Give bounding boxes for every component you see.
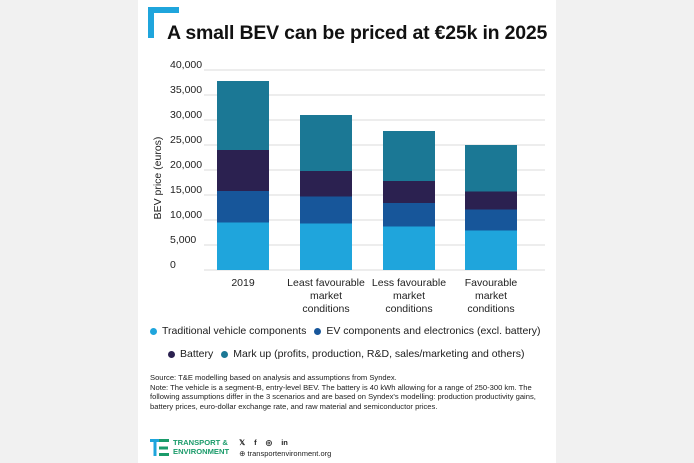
bar-segment xyxy=(465,209,517,231)
bar-chart: 0 5,000 10,000 15,000 20,000 25,000 30,000 35,0… xyxy=(152,59,545,315)
legend-row-2: Battery Mark up (profits, production, R&… xyxy=(168,348,532,360)
x-tick-label: 2019 xyxy=(231,277,255,289)
bar-segment xyxy=(383,131,435,181)
bar-segment xyxy=(465,191,517,210)
logo-line-2: ENVIRONMENT xyxy=(173,447,230,456)
linkedin-icon[interactable]: in xyxy=(281,438,288,447)
chart-title: A small BEV can be priced at €25k in 202… xyxy=(167,22,548,44)
infographic-card: A small BEV can be priced at €25k in 202… xyxy=(138,0,556,463)
logo-line-1: TRANSPORT & xyxy=(173,438,228,448)
x-tick-label: Favourable xyxy=(465,277,518,289)
bar-segment xyxy=(217,150,269,191)
y-tick-label: 40,000 xyxy=(170,59,202,71)
logo-text: TRANSPORT & ENVIRONMENT xyxy=(173,438,230,457)
x-tick-label: market xyxy=(475,290,507,302)
instagram-icon[interactable]: ◎ xyxy=(265,438,273,447)
x-tick-label: conditions xyxy=(467,303,514,315)
y-tick-label: 30,000 xyxy=(170,109,202,121)
bar-segment xyxy=(217,222,269,270)
bar-segment xyxy=(217,81,269,150)
bar-segment xyxy=(300,223,352,270)
y-tick-label: 20,000 xyxy=(170,159,202,171)
corner-bracket-icon xyxy=(148,7,179,38)
bar-segment xyxy=(383,226,435,270)
transport-environment-logo-icon xyxy=(150,439,169,456)
social-links: 𝕏 f ◎ in ⊕ transportenvironment.org xyxy=(239,438,331,458)
bar-segment xyxy=(383,203,435,227)
bar-segment xyxy=(383,181,435,203)
bar-segment xyxy=(465,230,517,270)
bar-segment xyxy=(217,191,269,223)
legend-swatch-ev-components xyxy=(314,327,322,335)
facebook-icon[interactable]: f xyxy=(254,438,257,447)
y-axis-label: BEV price (euros) xyxy=(152,137,164,220)
legend-item-battery: Battery xyxy=(168,348,213,360)
y-tick-label: 15,000 xyxy=(170,184,202,196)
y-tick-label: 5,000 xyxy=(170,234,196,246)
legend-row-1: Traditional vehicle components EV compon… xyxy=(150,325,549,337)
x-tick-label: conditions xyxy=(302,303,349,315)
x-tick-label: Less favourable xyxy=(372,277,446,289)
twitter-icon[interactable]: 𝕏 xyxy=(239,438,246,447)
source-note: Source: T&E modelling based on analysis … xyxy=(150,373,545,411)
x-tick-label: Least favourable xyxy=(287,277,365,289)
legend-swatch-traditional xyxy=(150,327,157,335)
legend-item-ev-components: EV components and electronics (excl. bat… xyxy=(314,325,541,337)
y-tick-label: 25,000 xyxy=(170,134,202,146)
bar-segment xyxy=(300,196,352,224)
legend-label-traditional: Traditional vehicle components xyxy=(162,325,307,337)
legend-swatch-markup xyxy=(221,350,229,358)
legend-item-traditional: Traditional vehicle components xyxy=(150,325,306,337)
bar-segment xyxy=(465,145,517,192)
bar-segment xyxy=(300,171,352,197)
legend-label-markup: Mark up (profits, production, R&D, sales… xyxy=(233,348,525,360)
globe-icon: ⊕ xyxy=(239,449,246,458)
legend-label-battery: Battery xyxy=(180,348,214,360)
legend-label-ev-components: EV components and electronics (excl. bat… xyxy=(326,325,541,337)
legend-swatch-battery xyxy=(168,350,175,358)
y-tick-label: 10,000 xyxy=(170,209,202,221)
footer: TRANSPORT & ENVIRONMENT 𝕏 f ◎ in ⊕ trans… xyxy=(150,437,331,459)
website-text: transportenvironment.org xyxy=(247,449,332,458)
x-tick-label: conditions xyxy=(385,303,432,315)
y-tick-label: 35,000 xyxy=(170,84,202,96)
note-text: Note: The vehicle is a segment-B, entry-… xyxy=(150,382,536,411)
bar-segment xyxy=(300,115,352,171)
y-tick-label: 0 xyxy=(170,259,176,271)
legend-item-markup: Mark up (profits, production, R&D, sales… xyxy=(221,348,524,360)
website-link[interactable]: ⊕ transportenvironment.org xyxy=(239,449,331,458)
x-tick-label: market xyxy=(393,290,425,302)
x-tick-label: market xyxy=(310,290,342,302)
source-line: Source: T&E modelling based on analysis … xyxy=(150,373,397,382)
